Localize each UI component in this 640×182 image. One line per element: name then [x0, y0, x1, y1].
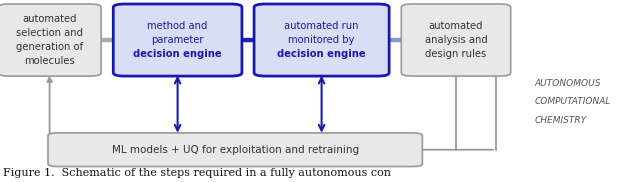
Text: selection and: selection and: [16, 28, 83, 38]
FancyBboxPatch shape: [48, 133, 422, 167]
Text: CHEMISTRY: CHEMISTRY: [534, 116, 586, 125]
Text: parameter: parameter: [151, 35, 204, 45]
Text: automated: automated: [429, 21, 483, 31]
Text: automated run: automated run: [284, 21, 359, 31]
Text: decision engine: decision engine: [277, 49, 366, 59]
FancyBboxPatch shape: [0, 4, 101, 76]
Text: analysis and: analysis and: [424, 35, 488, 45]
Text: ML models + UQ for exploitation and retraining: ML models + UQ for exploitation and retr…: [111, 145, 359, 155]
Text: design rules: design rules: [426, 49, 486, 59]
Text: method and: method and: [147, 21, 208, 31]
FancyBboxPatch shape: [113, 4, 242, 76]
Text: molecules: molecules: [24, 56, 75, 66]
Text: decision engine: decision engine: [133, 49, 222, 59]
Text: COMPUTATIONAL: COMPUTATIONAL: [534, 97, 611, 106]
FancyBboxPatch shape: [254, 4, 389, 76]
Text: monitored by: monitored by: [289, 35, 355, 45]
Text: generation of: generation of: [16, 42, 83, 52]
Text: automated: automated: [22, 14, 77, 24]
Text: Figure 1.  Schematic of the steps required in a fully autonomous con: Figure 1. Schematic of the steps require…: [3, 168, 391, 178]
FancyBboxPatch shape: [401, 4, 511, 76]
Text: AUTONOMOUS: AUTONOMOUS: [534, 79, 601, 88]
